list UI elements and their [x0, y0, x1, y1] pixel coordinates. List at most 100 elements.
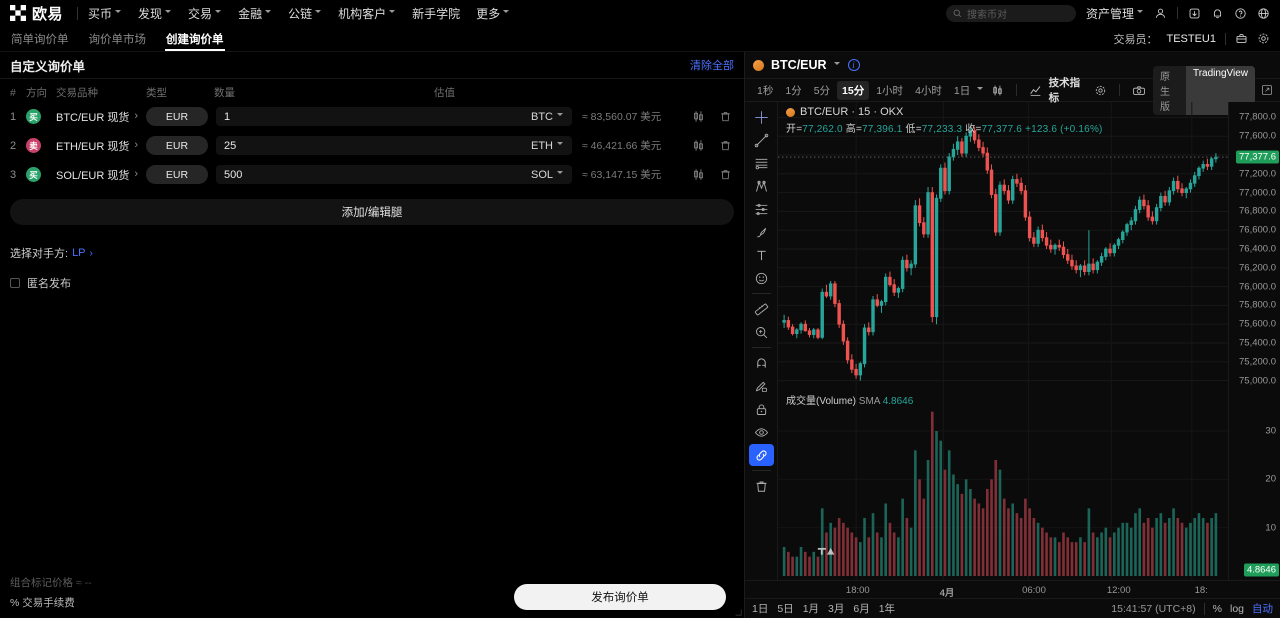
indicators-icon[interactable]	[1024, 82, 1047, 99]
assets-menu[interactable]: 资产管理	[1086, 5, 1144, 22]
nav-item-trade[interactable]: 交易	[188, 5, 222, 22]
publish-rfq-button[interactable]: 发布询价单	[514, 584, 726, 610]
delete-icon[interactable]	[719, 139, 732, 152]
type-selector[interactable]: EUR	[146, 107, 208, 126]
info-icon[interactable]: i	[847, 59, 860, 71]
emoji-icon[interactable]	[749, 267, 774, 289]
view-mode-native[interactable]: 原生版	[1159, 71, 1170, 113]
symbol-selector[interactable]: BTC/EUR 现货 ›	[56, 109, 146, 125]
scale-percent-toggle[interactable]: %	[1212, 602, 1222, 615]
tab-simple-rfq[interactable]: 简单询价单	[11, 33, 69, 46]
delete-icon[interactable]	[719, 168, 732, 181]
counterparty-selector[interactable]: 选择对手方: LP ›	[10, 245, 744, 261]
time-axis[interactable]: 18:00 4月 06:00 12:00 18:	[745, 580, 1280, 599]
nav-item-chain[interactable]: 公链	[288, 5, 322, 22]
clear-all-button[interactable]: 清除全部	[690, 60, 734, 72]
tab-rfq-market[interactable]: 询价单市场	[88, 33, 147, 46]
indicators-label[interactable]: 技术指标	[1048, 77, 1081, 104]
brush-icon[interactable]	[749, 221, 774, 243]
okx-logo[interactable]: 欧易	[10, 3, 63, 24]
crosshair-icon[interactable]	[749, 106, 774, 128]
eye-icon[interactable]	[749, 421, 774, 443]
resize-handle-icon[interactable]	[734, 608, 742, 616]
range-1d[interactable]: 1日	[752, 603, 769, 615]
quantity-input[interactable]: 25 ETH	[216, 136, 572, 155]
timeframe-1d[interactable]: 1日	[953, 84, 971, 97]
chart-type-icon[interactable]	[986, 82, 1009, 99]
nav-item-finance[interactable]: 金融	[238, 5, 272, 22]
anonymous-publish-checkbox[interactable]: 匿名发布	[10, 275, 744, 291]
nav-item-discover[interactable]: 发现	[138, 5, 172, 22]
timeframe-1h[interactable]: 1小时	[876, 84, 904, 97]
timeframe-1s[interactable]: 1秒	[757, 84, 774, 97]
search-input[interactable]: 搜索币对	[945, 4, 1076, 22]
range-5d[interactable]: 5日	[777, 603, 794, 615]
delete-icon[interactable]	[719, 110, 732, 123]
nav-item-institutional[interactable]: 机构客户	[338, 5, 396, 22]
pitchfork-icon[interactable]	[749, 175, 774, 197]
download-icon[interactable]	[1188, 7, 1201, 20]
magnet-icon[interactable]	[749, 352, 774, 374]
chevron-down-icon[interactable]	[833, 61, 841, 68]
nav-item-buy-crypto[interactable]: 买币	[88, 5, 122, 22]
timeframe-15m[interactable]: 15分	[837, 80, 870, 100]
candlestick-icon[interactable]	[692, 110, 705, 123]
bell-icon[interactable]	[1211, 7, 1224, 20]
zoom-in-icon[interactable]	[749, 321, 774, 343]
row-actions	[692, 139, 734, 152]
range-3m[interactable]: 3月	[828, 603, 845, 615]
candlestick-icon[interactable]	[692, 168, 705, 181]
scale-log-toggle[interactable]: log	[1229, 602, 1244, 615]
timeframe-5m[interactable]: 5分	[813, 84, 831, 97]
text-icon[interactable]	[749, 244, 774, 266]
link-icon[interactable]	[748, 444, 774, 466]
range-1y[interactable]: 1年	[878, 603, 896, 615]
unit-label: ETH	[531, 139, 553, 152]
globe-icon[interactable]	[1257, 7, 1270, 20]
type-selector[interactable]: EUR	[146, 136, 208, 155]
unit-selector[interactable]: BTC	[531, 111, 564, 123]
nav-item-academy[interactable]: 新手学院	[412, 5, 460, 22]
trend-line-icon[interactable]	[749, 129, 774, 151]
counterparty-value[interactable]: LP	[72, 247, 86, 259]
add-edit-leg-button[interactable]: 添加/编辑腿	[10, 199, 734, 225]
row-side[interactable]: 卖	[26, 138, 56, 153]
btc-icon	[753, 59, 764, 71]
symbol-selector[interactable]: SOL/EUR 现货 ›	[56, 167, 146, 183]
row-side[interactable]: 买	[26, 167, 56, 182]
chevron-down-icon[interactable]	[977, 86, 984, 93]
horizontal-lines-icon[interactable]	[749, 152, 774, 174]
chart-canvas[interactable]: BTC/EUR · 15 · OKX 开=77,262.0 高=77,396.1…	[778, 102, 1228, 580]
candlestick-icon[interactable]	[692, 139, 705, 152]
chart-settings-gear-icon[interactable]	[1089, 82, 1112, 99]
measure-ruler-icon[interactable]	[749, 298, 774, 320]
candlestick-plot	[778, 102, 1228, 580]
unit-selector[interactable]: SOL	[531, 169, 564, 181]
chart-pair-label[interactable]: BTC/EUR	[771, 58, 827, 72]
gear-icon[interactable]	[1257, 32, 1270, 45]
price-axis[interactable]: 77,800.077,600.077,400.077,200.077,000.0…	[1228, 102, 1280, 580]
help-icon[interactable]	[1234, 7, 1247, 20]
type-selector[interactable]: EUR	[146, 165, 208, 184]
timeframe-1m[interactable]: 1分	[785, 84, 802, 97]
range-6m[interactable]: 6月	[853, 603, 870, 615]
lock-icon[interactable]	[749, 398, 774, 420]
nav-item-more[interactable]: 更多	[476, 5, 510, 22]
scale-auto-toggle[interactable]: 自动	[1252, 603, 1273, 615]
fullscreen-icon[interactable]	[1261, 84, 1273, 96]
symbol-selector[interactable]: ETH/EUR 现货 ›	[56, 138, 146, 154]
delete-drawings-icon[interactable]	[749, 475, 774, 497]
fib-retracement-icon[interactable]	[749, 198, 774, 220]
user-icon[interactable]	[1154, 7, 1167, 20]
tab-create-rfq[interactable]: 创建询价单	[165, 26, 225, 51]
quantity-input[interactable]: 500 SOL	[216, 165, 572, 184]
timeframe-4h[interactable]: 4小时	[915, 84, 942, 97]
unit-selector[interactable]: ETH	[531, 140, 564, 152]
row-side[interactable]: 买	[26, 109, 56, 124]
pencil-lock-icon[interactable]	[749, 375, 774, 397]
quantity-input[interactable]: 1 BTC	[216, 107, 572, 126]
briefcase-icon[interactable]	[1235, 32, 1248, 45]
range-1m[interactable]: 1月	[802, 603, 820, 615]
snapshot-icon[interactable]	[1127, 82, 1151, 99]
time-tick: 12:00	[1106, 585, 1131, 596]
